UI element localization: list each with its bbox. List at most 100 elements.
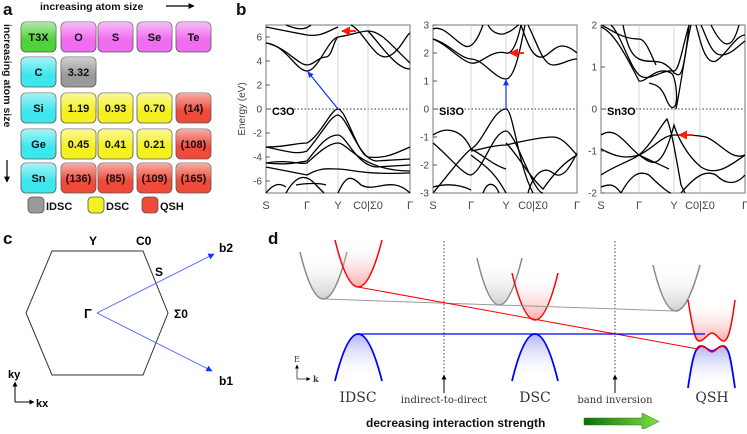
row-header-cell-text: Ge — [31, 139, 46, 151]
legend-swatch — [87, 196, 105, 214]
b1-vector-arrow — [96, 312, 213, 372]
y-tick-label: 3 — [423, 21, 429, 32]
y-tick-label: 0 — [591, 105, 597, 116]
legend-label: DSC — [106, 201, 129, 213]
legend-swatch — [141, 196, 159, 214]
y-tick-label: -2 — [420, 161, 429, 172]
legend-label: QSH — [160, 201, 184, 213]
column-header-cell-text: Se — [148, 32, 161, 44]
kpoint-label: C0|Σ0 — [353, 200, 383, 212]
value-cell-text: (108) — [181, 139, 207, 151]
column-header-cell-text: S — [112, 32, 119, 44]
cell-shade — [61, 129, 96, 159]
cell-shade — [21, 93, 56, 123]
sigma0-point-label: Σ0 — [174, 307, 188, 321]
brillouin-zone: Γ Y C0 S Σ0 b2 b1 ky kx — [8, 234, 233, 410]
value-cell-text: 0.93 — [105, 103, 126, 115]
transition-label-band-inversion: band inversion — [577, 395, 653, 406]
band-lines — [600, 24, 746, 194]
y-tick-label: -4 — [253, 153, 262, 164]
kpoint-label: S — [597, 200, 604, 212]
value-cell-text: (14) — [184, 103, 204, 115]
band-plot-sn3o: Sn3O 2 1 0 -1 -2S Γ Y C0|Σ0 Γ — [588, 21, 747, 213]
cell-shade — [176, 93, 211, 123]
panel-label-b: b — [236, 0, 246, 19]
band-lines — [265, 24, 411, 194]
cell-shade — [21, 57, 56, 87]
b1-label: b1 — [219, 374, 233, 388]
row-header-cell-text: C — [35, 67, 43, 79]
kpoint-label: S — [429, 200, 436, 212]
kpoint-label: Γ — [407, 200, 413, 212]
b2-label: b2 — [219, 241, 233, 255]
y-tick-label: 2 — [423, 49, 429, 60]
cell-shade — [61, 163, 96, 193]
kpoint-label: Y — [502, 200, 510, 212]
material-label: Sn3O — [607, 106, 636, 118]
value-cell-text: 0.45 — [68, 139, 89, 151]
cell-shade — [137, 129, 172, 159]
gray-trend-line — [322, 298, 676, 312]
y-tick-label: -3 — [420, 189, 429, 200]
value-cell-text: 0.41 — [105, 139, 126, 151]
value-cell-text: 0.70 — [144, 103, 165, 115]
conduction-band-red — [688, 300, 735, 342]
kpoint-label: Γ — [468, 200, 474, 212]
indirect-gap-arrow-icon — [307, 71, 339, 110]
cell-shade — [176, 163, 211, 193]
valence-band-blue — [688, 346, 735, 388]
value-cell-text: 1.19 — [68, 103, 89, 115]
kpoint-label: Γ — [304, 200, 310, 212]
kpoint-label: Γ — [574, 200, 580, 212]
y-tick-label: 1 — [591, 63, 597, 74]
value-cell-text: (136) — [66, 173, 92, 185]
panel-label-a: a — [3, 0, 13, 19]
material-label: C3O — [272, 106, 295, 118]
schematic-band-evolution: E k IDSC DSC QSH indirect-to-direct band… — [294, 239, 736, 431]
panel-label-d: d — [268, 229, 278, 248]
y-tick-label: 1 — [423, 77, 429, 88]
green-arrow-icon — [583, 412, 660, 431]
band-lines — [432, 24, 578, 194]
interaction-strength-label: decreasing interaction strength — [366, 416, 545, 429]
hexagon — [25, 250, 169, 376]
cell-shade — [61, 93, 96, 123]
kpoint-label: S — [262, 200, 269, 212]
cell-shade — [98, 163, 133, 193]
y-tick-label: -6 — [253, 177, 262, 188]
cell-shade — [98, 93, 133, 123]
y-tick-label: 0 — [256, 105, 262, 116]
cell-shade — [61, 57, 96, 87]
cell-shade — [137, 22, 172, 52]
top-axis-label: increasing atom size — [40, 1, 143, 13]
cell-shade — [21, 163, 56, 193]
s-point-label: S — [155, 265, 163, 279]
y-tick-label: 2 — [591, 21, 597, 32]
y-tick-label: 0 — [423, 105, 429, 116]
y-tick-label: -1 — [588, 147, 597, 158]
value-cell-text: (109) — [142, 173, 168, 185]
y-tick-label: 6 — [256, 33, 262, 44]
panel-label-c: c — [3, 229, 12, 248]
side-axis-label: increasing atom size — [1, 24, 13, 127]
kpoint-label: C0|Σ0 — [518, 200, 548, 212]
legend-label: IDSC — [46, 201, 72, 213]
cell-shade — [21, 22, 56, 52]
cell-shade — [176, 129, 211, 159]
cell-shade — [137, 163, 172, 193]
gamma-point-label: Γ — [84, 306, 92, 321]
y-tick-label: 4 — [256, 57, 262, 68]
phase-label-idsc: IDSC — [339, 390, 376, 406]
column-header-cell-text: O — [74, 32, 83, 44]
column-header-cell-text: Te — [187, 32, 199, 44]
kpoint-label: Γ — [636, 200, 642, 212]
energy-axis-label: Energy (eV) — [237, 82, 248, 135]
ky-label: ky — [8, 369, 21, 381]
band-plot-c3o: C3O 6 4 2 0 -2 -4 -6 S Γ Y C0|Σ0 Γ — [253, 24, 413, 212]
value-cell-text: 0.21 — [144, 139, 165, 151]
cell-shade — [98, 22, 133, 52]
y-tick-label: -1 — [420, 133, 429, 144]
phase-label-qsh: QSH — [695, 390, 728, 406]
cell-shade — [61, 22, 96, 52]
kx-label: kx — [36, 398, 49, 410]
